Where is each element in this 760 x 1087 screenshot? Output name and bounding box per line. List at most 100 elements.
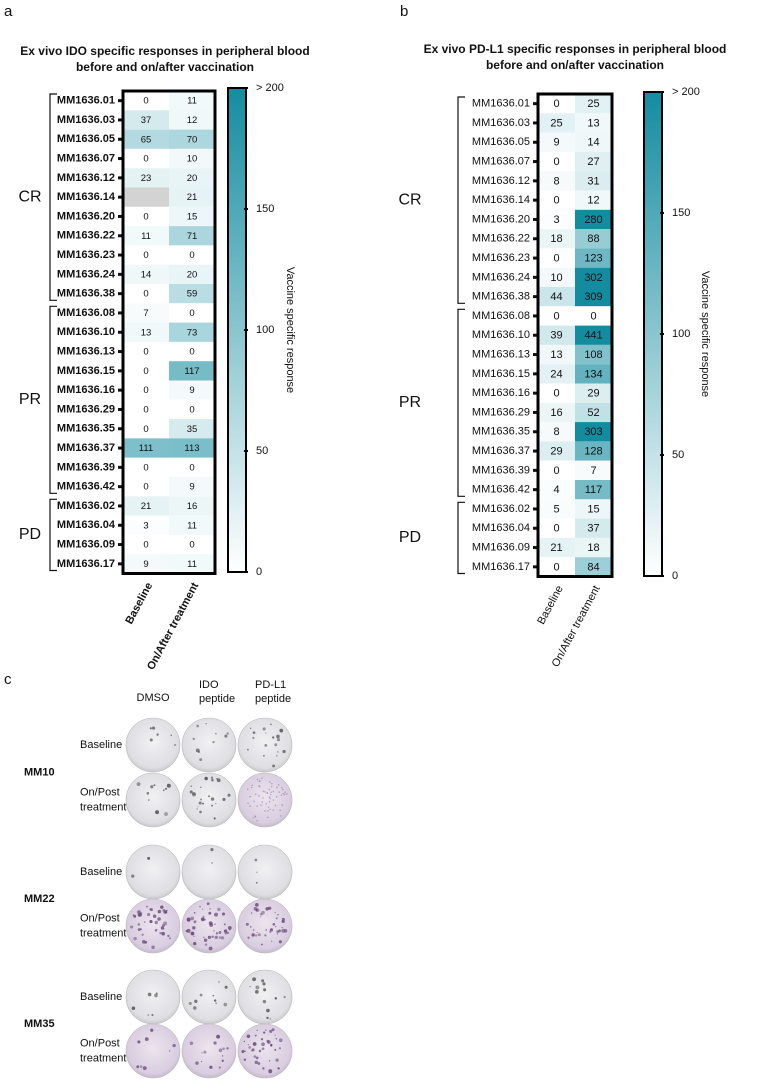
row-label: MM1636.14	[472, 194, 530, 206]
group-bracket	[457, 96, 465, 304]
spot	[276, 786, 278, 789]
row-tick	[118, 118, 122, 122]
cell-value: 44	[550, 291, 562, 303]
spot	[163, 921, 168, 926]
elispot-well	[237, 772, 293, 828]
cell-value: 0	[553, 388, 559, 400]
spot	[131, 874, 135, 878]
spot	[139, 912, 143, 915]
row-tick	[533, 275, 537, 279]
spot	[200, 798, 202, 801]
spot	[214, 923, 216, 926]
row-label: MM1636.09	[472, 541, 530, 553]
heatmap-cell	[123, 264, 169, 284]
spot	[274, 1048, 277, 1051]
chart-title: Ex vivo IDO specific responses in periph…	[20, 44, 309, 58]
spot	[272, 799, 275, 801]
cell-value: 0	[189, 540, 194, 551]
spot	[210, 848, 214, 852]
row-label: MM1636.24	[57, 268, 116, 280]
elispot-well	[181, 969, 237, 1025]
cell-value: 0	[189, 347, 194, 358]
row-tick	[533, 391, 537, 395]
row-tick	[118, 176, 122, 180]
spot	[259, 916, 261, 918]
spot	[279, 809, 281, 811]
cell-value: 108	[584, 349, 602, 361]
row-label: MM1636.37	[472, 445, 530, 457]
well-row-label: On/Post	[80, 912, 120, 924]
cell-value: 0	[143, 366, 148, 377]
heatmap-cell	[538, 402, 575, 423]
spot	[270, 928, 272, 931]
cell-value: 11	[187, 96, 197, 107]
spot	[268, 800, 271, 803]
spot	[201, 908, 204, 910]
heatmap-cell	[575, 499, 612, 519]
row-tick	[118, 504, 122, 508]
spot	[256, 819, 258, 822]
cell-value: 123	[584, 252, 602, 264]
row-tick	[533, 102, 537, 106]
row-tick	[533, 468, 537, 472]
well-row-label: Baseline	[80, 866, 122, 878]
row-label: MM1636.04	[57, 519, 116, 531]
spot	[275, 1037, 278, 1040]
heatmap-cell	[169, 457, 215, 477]
spot	[261, 1042, 265, 1047]
spot	[220, 936, 225, 940]
row-label: MM1636.17	[57, 558, 115, 570]
spot	[197, 750, 200, 753]
cell-value: 0	[143, 424, 148, 435]
cell-value: 13	[141, 327, 152, 338]
spot	[227, 793, 231, 797]
spot	[200, 786, 202, 789]
heatmap-cell	[169, 284, 215, 304]
well-row-label: Baseline	[80, 991, 122, 1003]
spot	[199, 993, 203, 997]
spot	[154, 920, 158, 925]
spot	[283, 995, 286, 999]
spot	[226, 732, 229, 735]
cell-value: 84	[587, 561, 599, 573]
spot	[162, 789, 165, 792]
cell-value: 88	[587, 233, 599, 245]
spot	[188, 1002, 192, 1006]
spot	[152, 914, 157, 918]
spot	[172, 1043, 176, 1048]
row-tick	[118, 446, 122, 450]
row-tick	[118, 157, 122, 161]
spot	[251, 1048, 255, 1052]
panel-label: a	[4, 3, 13, 20]
spot	[270, 785, 273, 788]
spot	[193, 935, 195, 937]
spot	[154, 993, 158, 998]
colorbar-tick-label: > 200	[672, 86, 700, 98]
group-label: PD	[19, 526, 41, 543]
spot	[262, 754, 265, 757]
elispot-well	[237, 1023, 293, 1079]
spot	[197, 806, 199, 808]
cell-value: 29	[550, 445, 562, 457]
row-tick	[118, 292, 122, 296]
row-label: MM1636.12	[57, 172, 115, 184]
spot	[264, 810, 266, 812]
row-label: MM1636.08	[472, 310, 530, 322]
row-tick	[118, 99, 122, 103]
row-tick	[533, 179, 537, 183]
spot	[204, 943, 208, 946]
heatmap-cell	[169, 187, 215, 207]
spot	[245, 922, 249, 926]
spot	[209, 1065, 213, 1069]
row-tick	[118, 234, 122, 238]
spot	[223, 929, 228, 933]
cell-value: 9	[189, 385, 194, 396]
spot	[196, 724, 199, 728]
cell-value: 128	[584, 445, 602, 457]
spot	[277, 913, 279, 916]
cell-value: 70	[187, 134, 198, 145]
spot	[252, 929, 255, 931]
spot	[275, 925, 277, 928]
cell-value: 35	[187, 424, 198, 435]
